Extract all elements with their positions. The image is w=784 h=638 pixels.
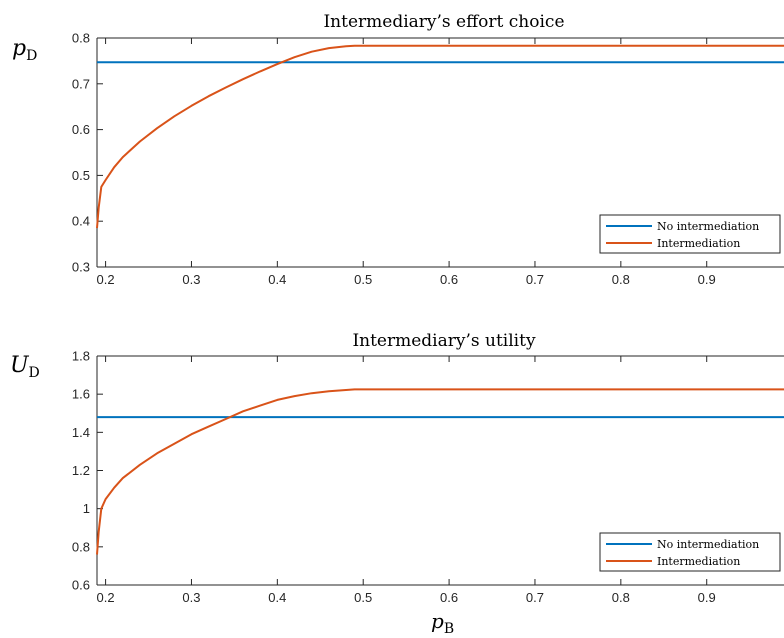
effort-choice-panel: 0.2 0.3 0.4 0.5 0.6 0.7 0.8 0.9 0.3 0.4 0.5 0.6 0.7 0…	[12, 12, 784, 287]
effort-x-tick-label: 0.7	[526, 272, 544, 287]
effort-x-tick-label: 0.5	[354, 272, 372, 287]
utility-legend-label-intermediation: Intermediation	[657, 555, 740, 568]
effort-x-tick-label: 0.2	[97, 272, 115, 287]
effort-legend-label-intermediation: Intermediation	[657, 237, 740, 250]
utility-y-tick-label: 1	[83, 501, 90, 516]
effort-legend: No intermediation Intermediation	[599, 214, 781, 254]
utility-y-tick-label: 1.8	[72, 349, 90, 364]
effort-y-axis-label: pD	[12, 36, 37, 64]
utility-y-tick-label: 1.6	[72, 387, 90, 402]
effort-legend-label-no-intermediation: No intermediation	[657, 220, 759, 233]
utility-y-tick-label: 1.2	[72, 463, 90, 478]
effort-x-tick-label: 0.6	[440, 272, 458, 287]
effort-y-tick-label: 0.3	[72, 260, 90, 275]
utility-chart-title: Intermediary’s utility	[352, 331, 536, 351]
utility-legend-box	[599, 532, 781, 572]
effort-y-tick-label: 0.7	[72, 76, 90, 91]
effort-y-tick-label: 0.4	[72, 214, 90, 229]
utility-y-axis-label: UD	[10, 353, 40, 381]
effort-x-tick-label: 0.8	[612, 272, 630, 287]
utility-legend: No intermediation Intermediation	[599, 532, 781, 572]
utility-x-tick-label: 0.7	[526, 590, 544, 605]
utility-x-tick-label: 0.9	[698, 590, 716, 605]
effort-x-tick-label: 0.9	[698, 272, 716, 287]
effort-y-tick-label: 0.8	[72, 31, 90, 46]
utility-x-axis-label: pB	[431, 609, 454, 637]
utility-y-tick-label: 0.6	[72, 578, 90, 593]
utility-x-tick-label: 0.6	[440, 590, 458, 605]
utility-series-intermediation	[96, 388, 784, 555]
utility-legend-label-no-intermediation: No intermediation	[657, 538, 759, 551]
effort-x-tick-label: 0.3	[182, 272, 200, 287]
effort-y-tick-label: 0.6	[72, 122, 90, 137]
utility-y-tick-label: 1.4	[72, 425, 90, 440]
effort-legend-box	[599, 214, 781, 254]
utility-y-tick-label: 0.8	[72, 539, 90, 554]
utility-x-tick-label: 0.2	[97, 590, 115, 605]
effort-series-intermediation	[96, 44, 784, 229]
effort-y-tick-label: 0.5	[72, 168, 90, 183]
utility-x-tick-label: 0.5	[354, 590, 372, 605]
utility-x-tick-label: 0.4	[268, 590, 286, 605]
utility-panel: 0.2 0.3 0.4 0.5 0.6 0.7 0.8 0.9 0.6 0.8 1 1.2 1.4 1.6…	[10, 331, 784, 637]
utility-x-tick-label: 0.8	[612, 590, 630, 605]
effort-x-tick-label: 0.4	[268, 272, 286, 287]
effort-chart-title: Intermediary’s effort choice	[323, 12, 564, 32]
utility-x-tick-label: 0.3	[182, 590, 200, 605]
